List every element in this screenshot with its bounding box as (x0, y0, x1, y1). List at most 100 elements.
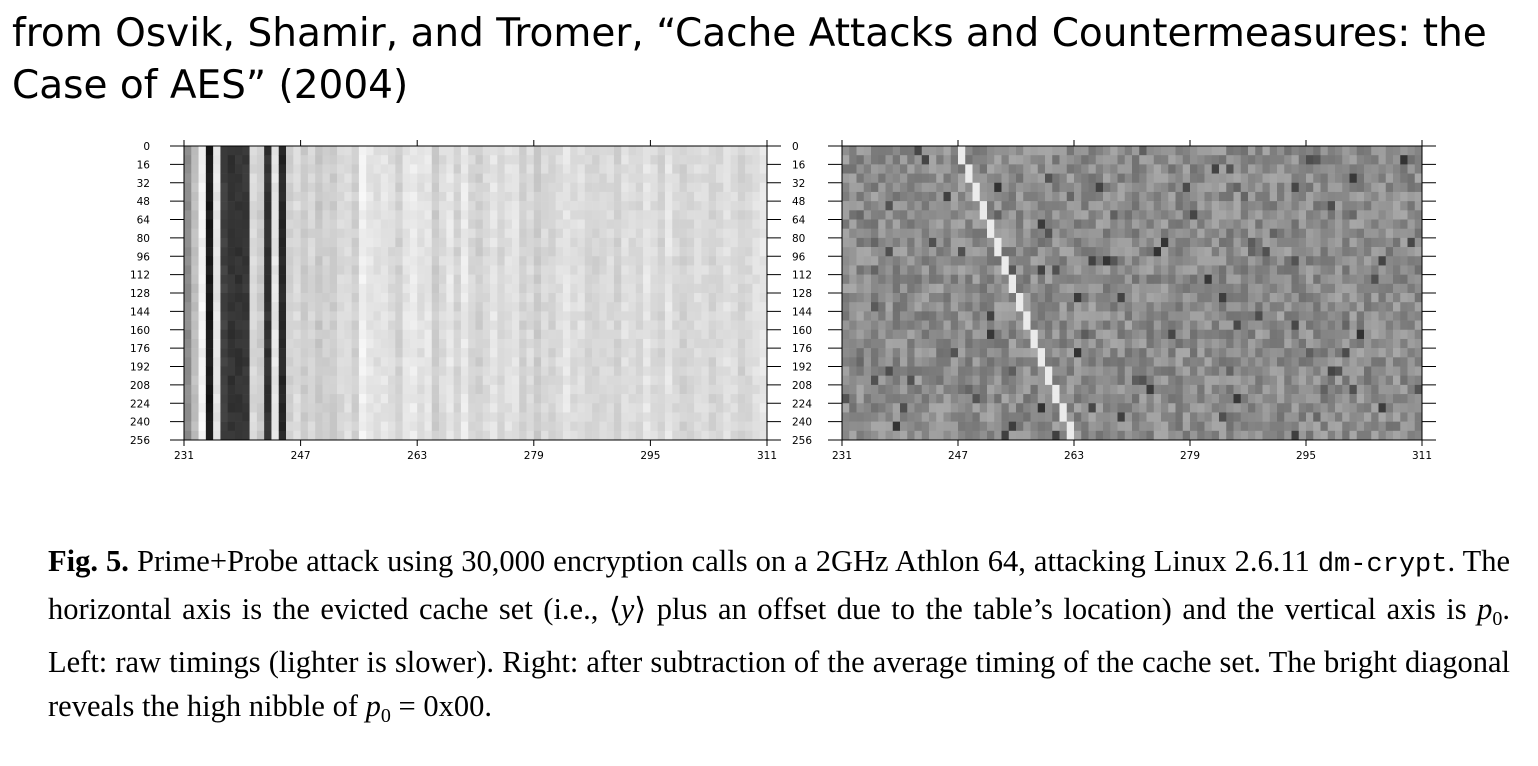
heatmap-cell (1364, 256, 1372, 266)
heatmap-cell (300, 210, 309, 220)
heatmap-cell (621, 357, 629, 367)
heatmap-cell (446, 302, 454, 312)
heatmap-cell (921, 302, 930, 312)
heatmap-cell (271, 329, 280, 340)
heatmap-cell (555, 201, 564, 211)
heatmap-cell (759, 348, 768, 358)
heatmap-cell (730, 191, 739, 202)
heatmap-cell (482, 302, 491, 312)
heatmap-cell (1349, 237, 1358, 248)
heatmap-cell (1059, 155, 1068, 165)
heatmap-cell (613, 265, 622, 275)
heatmap-cell (694, 366, 702, 376)
heatmap-cell (643, 348, 651, 358)
heatmap-cell (249, 366, 258, 376)
heatmap-cell (1284, 357, 1292, 367)
heatmap-cell (570, 329, 578, 340)
heatmap-cell (271, 237, 280, 248)
heatmap-cell (570, 430, 578, 441)
heatmap-cell (863, 375, 872, 386)
heatmap-cell (1327, 146, 1336, 156)
heatmap-cell (885, 201, 894, 211)
heatmap-cell (1182, 146, 1191, 156)
heatmap-cell (409, 283, 418, 294)
heatmap-cell (533, 293, 542, 303)
heatmap-cell (1248, 293, 1256, 303)
heatmap-cell (388, 375, 396, 386)
heatmap-cell (519, 430, 527, 441)
heatmap-cell (643, 164, 651, 174)
heatmap-cell (1045, 320, 1053, 331)
heatmap-cell (900, 403, 908, 413)
heatmap-cell (278, 348, 287, 358)
heatmap-cell (979, 274, 988, 285)
heatmap-cell (1197, 210, 1205, 220)
heatmap-cell (1059, 421, 1068, 432)
heatmap-cell (453, 219, 462, 229)
heatmap-cell (1117, 247, 1126, 257)
heatmap-cell (533, 338, 542, 349)
heatmap-cell (863, 384, 872, 395)
heatmap-cell (1139, 256, 1147, 266)
heatmap-cell (511, 210, 520, 220)
heatmap-cell (621, 210, 629, 220)
heatmap-cell (694, 265, 702, 275)
heatmap-cell (198, 375, 207, 386)
heatmap-cell (373, 247, 382, 257)
heatmap-cell (650, 265, 658, 275)
heatmap-cell (1045, 283, 1053, 294)
heatmap-cell (965, 283, 973, 294)
heatmap-cell (1066, 384, 1075, 395)
heatmap-cell (1327, 329, 1336, 340)
heatmap-cell (439, 256, 447, 266)
heatmap-cell (439, 366, 447, 376)
heatmap-cell (987, 320, 995, 331)
heatmap-cell (1030, 430, 1039, 441)
heatmap-cell (570, 274, 578, 285)
heatmap-cell (373, 155, 382, 165)
heatmap-cell (1016, 421, 1024, 432)
heatmap-cell (1095, 146, 1104, 156)
heatmap-cell (1371, 274, 1379, 285)
heatmap-cell (249, 403, 258, 413)
heatmap-cell (460, 302, 469, 312)
heatmap-cell (863, 219, 872, 229)
heatmap-cell (950, 146, 959, 156)
heatmap-cell (979, 201, 988, 211)
heatmap-cell (936, 320, 944, 331)
heatmap-cell (613, 164, 622, 174)
heatmap-cell (1110, 210, 1118, 220)
heatmap-cell (863, 348, 872, 358)
heatmap-cell (1364, 329, 1372, 340)
heatmap-cell (1066, 173, 1075, 184)
heatmap-cell (1023, 201, 1031, 211)
heatmap-cell (606, 155, 615, 165)
heatmap-cell (1233, 155, 1242, 165)
heatmap-cell (1066, 274, 1075, 285)
heatmap-cell (395, 320, 403, 331)
heatmap-cell (979, 210, 988, 220)
heatmap-cell (1298, 357, 1307, 367)
heatmap-cell (1342, 311, 1350, 321)
heatmap-cell (1103, 366, 1111, 376)
heatmap-cell (439, 155, 447, 165)
heatmap-cell (227, 210, 236, 220)
heatmap-cell (1146, 146, 1155, 156)
heatmap-cell (1074, 237, 1082, 248)
heatmap-cell (555, 403, 564, 413)
heatmap-cell (431, 412, 440, 422)
heatmap-cell (958, 256, 966, 266)
heatmap-cell (395, 311, 403, 321)
heatmap-cell (249, 338, 258, 349)
heatmap-cell (708, 403, 717, 413)
heatmap-cell (694, 155, 702, 165)
heatmap-cell (972, 421, 981, 432)
heatmap-cell (541, 338, 549, 349)
heatmap-cell (672, 375, 680, 386)
heatmap-cell (1161, 366, 1169, 376)
heatmap-cell (1320, 201, 1329, 211)
heatmap-cell (606, 146, 615, 156)
heatmap-cell (1371, 173, 1379, 184)
heatmap-cell (686, 394, 695, 404)
heatmap-cell (856, 146, 865, 156)
